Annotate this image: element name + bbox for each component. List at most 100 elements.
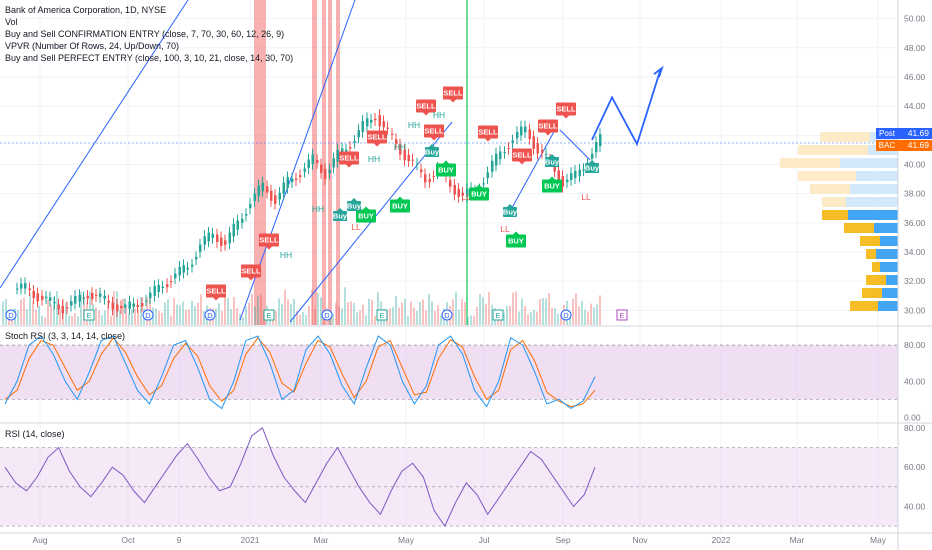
volume-bar: [167, 299, 169, 325]
vpvr-down: [882, 288, 898, 298]
volume-bar: [476, 306, 478, 325]
candle-body: [70, 301, 73, 306]
signal-text: SELL: [367, 133, 387, 142]
signal-text: BUY: [508, 237, 524, 246]
swing-label: LL: [581, 192, 591, 202]
volume-bar: [23, 297, 25, 325]
candle-body: [174, 273, 177, 279]
candle-body: [195, 256, 198, 260]
highlight-bar: [466, 0, 468, 325]
price-tick-label: 34.00: [904, 247, 926, 257]
candle-body: [95, 294, 98, 296]
earnings-marker: [263, 309, 275, 321]
signal-box: [585, 163, 599, 173]
volume-bar: [485, 303, 487, 325]
candle-body: [278, 192, 281, 200]
signal-box: [512, 148, 532, 162]
signal-arrow: [337, 208, 343, 211]
rsi-band: [0, 447, 898, 527]
vpvr-down: [874, 223, 898, 233]
vpvr-up: [822, 197, 846, 207]
stoch-band: [0, 345, 898, 400]
candle-body: [357, 130, 360, 138]
price-tick-label: 32.00: [904, 276, 926, 286]
volume-bar: [29, 292, 31, 325]
signal-text: Buy: [333, 212, 348, 221]
volume-bar: [368, 298, 370, 325]
rsi-title[interactable]: RSI (14, close): [5, 429, 65, 439]
price-candles[interactable]: [16, 109, 602, 320]
volume-bar: [242, 317, 244, 325]
time-tick-label: May: [398, 535, 415, 545]
signal-box: [545, 157, 559, 167]
stoch-tick-label: 80.00: [904, 340, 926, 350]
vpvr-down: [850, 184, 898, 194]
candle-body: [561, 176, 564, 187]
signal-box: [469, 187, 489, 201]
projection-path[interactable]: [591, 65, 664, 147]
volume-bar: [377, 292, 379, 325]
volume-bar: [392, 306, 394, 325]
swing-label: HH: [394, 142, 406, 152]
volume-bar: [479, 294, 481, 325]
volume-bar: [473, 315, 475, 325]
signal-box: [339, 151, 359, 165]
signal-labels[interactable]: SELL SELL SELL SELL SELL SELL SELL SELL SELL SELL…: [206, 86, 600, 301]
volume-bar: [284, 289, 286, 325]
volume-bar: [395, 296, 397, 325]
volume-bar: [575, 293, 577, 325]
volume-bar: [158, 310, 160, 325]
volume-bar: [5, 298, 7, 325]
dividend-marker: [204, 309, 216, 321]
volume-bar: [341, 308, 343, 325]
volume-bar: [170, 315, 172, 325]
stoch-rsi-title[interactable]: Stoch RSI (3, 3, 14, 14, close): [5, 331, 126, 341]
legend-indicator-vpvr[interactable]: VPVR (Number Of Rows, 24, Up/Down, 70): [5, 41, 180, 51]
stoch-rsi-pane[interactable]: [0, 335, 898, 410]
candle-body: [28, 288, 31, 291]
candle-body: [99, 293, 102, 297]
projection-arrow: [653, 65, 664, 78]
candle-body: [157, 284, 160, 292]
signal-arrow: [519, 161, 525, 165]
volume-bar: [68, 315, 70, 325]
candle-body: [507, 147, 510, 149]
event-letter: D: [444, 311, 450, 320]
candle-body: [74, 295, 77, 304]
rsi-pane[interactable]: [0, 427, 898, 528]
volume-bar: [290, 303, 292, 325]
volume-bar: [248, 302, 250, 325]
candle-body: [270, 190, 273, 201]
legend-indicator-perfect-entry[interactable]: Buy and Sell PERFECT ENTRY (close, 100, …: [5, 53, 294, 63]
legend-indicator-confirmation[interactable]: Buy and Sell CONFIRMATION ENTRY (close, …: [5, 29, 285, 39]
volume-bar: [527, 314, 529, 325]
candle-body: [353, 140, 356, 143]
candle-body: [382, 121, 385, 128]
vpvr-up: [866, 249, 876, 259]
volume-bar: [50, 304, 52, 325]
vpvr-up: [860, 236, 880, 246]
candle-body: [570, 173, 573, 181]
volume-bar: [467, 316, 469, 325]
candle-body: [332, 158, 335, 168]
candle-body: [428, 179, 431, 183]
vpvr-up: [872, 262, 880, 272]
signal-arrow: [346, 164, 352, 168]
candle-body: [599, 134, 602, 147]
volume-bar: [224, 294, 226, 325]
volume-bar: [512, 292, 514, 325]
candle-body: [520, 126, 523, 136]
legend-symbol[interactable]: Bank of America Corporation, 1D, NYSE: [5, 5, 167, 15]
candle-body: [345, 149, 348, 152]
candle-body: [374, 118, 377, 121]
candle-body: [149, 292, 152, 299]
candle-body: [536, 143, 539, 154]
candle-body: [328, 169, 331, 174]
volume-bar: [26, 308, 28, 325]
stoch-tick-label: 40.00: [904, 376, 926, 386]
signal-text: SELL: [424, 127, 444, 136]
candle-body: [103, 295, 106, 299]
legend-vol[interactable]: Vol: [5, 17, 18, 27]
